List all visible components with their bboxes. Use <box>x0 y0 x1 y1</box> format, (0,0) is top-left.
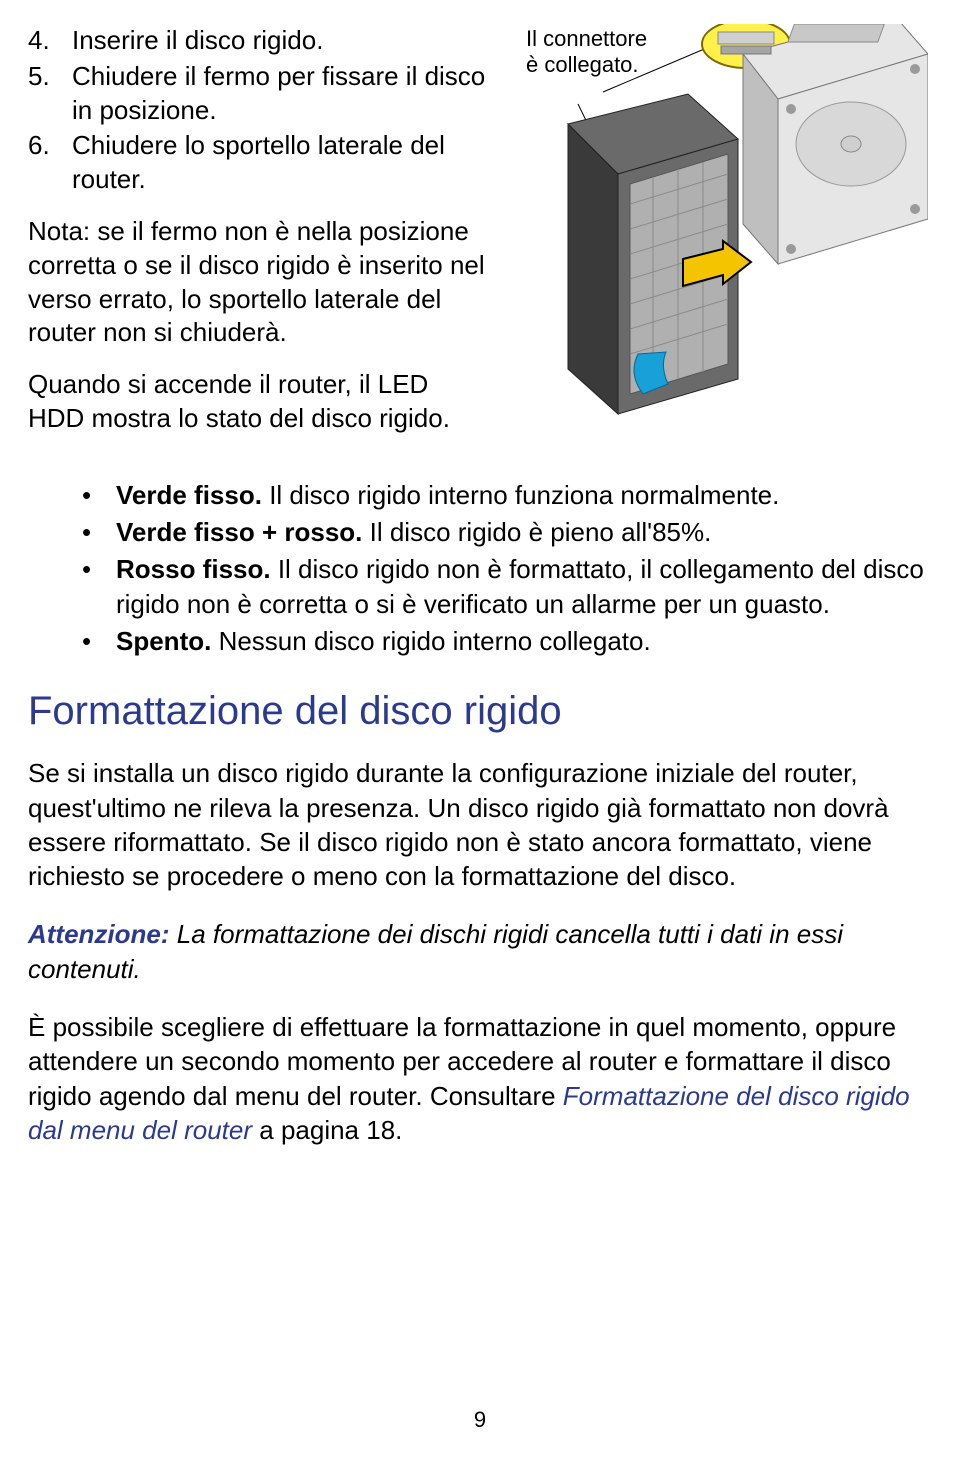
led-desc: Il disco rigido è pieno all'85%. <box>362 517 711 547</box>
final-post: a pagina 18. <box>252 1115 402 1145</box>
page-number: 9 <box>0 1407 960 1433</box>
led-label: Verde fisso + rosso. <box>116 517 362 547</box>
step-number: 6. <box>28 129 72 197</box>
led-states-list: Verde fisso. Il disco rigido interno fun… <box>82 478 932 659</box>
led-desc: Nessun disco rigido interno collegato. <box>211 626 650 656</box>
led-label: Rosso fisso. <box>116 554 271 584</box>
step-text: Inserire il disco rigido. <box>72 24 323 58</box>
led-desc: Il disco rigido interno funziona normalm… <box>262 480 779 510</box>
format-paragraph: Se si installa un disco rigido durante l… <box>28 756 932 893</box>
list-item: Spento. Nessun disco rigido interno coll… <box>82 624 932 659</box>
hdd-install-illustration <box>508 24 928 444</box>
connector-detail-icon <box>718 32 774 54</box>
led-paragraph: Quando si accende il router, il LED HDD … <box>28 368 488 436</box>
list-item: Verde fisso + rosso. Il disco rigido è p… <box>82 515 932 550</box>
step-item: 5. Chiudere il fermo per fissare il disc… <box>28 60 488 128</box>
warning-label: Attenzione: <box>28 919 170 949</box>
led-label: Spento. <box>116 626 211 656</box>
list-item: Rosso fisso. Il disco rigido non è forma… <box>82 552 932 622</box>
step-item: 6. Chiudere lo sportello laterale del ro… <box>28 129 488 197</box>
step-number: 5. <box>28 60 72 128</box>
numbered-steps: 4. Inserire il disco rigido. 5. Chiudere… <box>28 24 488 197</box>
section-heading: Formattazione del disco rigido <box>28 689 932 734</box>
warning-paragraph: Attenzione: La formattazione dei dischi … <box>28 917 932 986</box>
step-text: Chiudere il fermo per fissare il disco i… <box>72 60 488 128</box>
led-label: Verde fisso. <box>116 480 262 510</box>
step-item: 4. Inserire il disco rigido. <box>28 24 488 58</box>
illustration-svg <box>508 24 928 444</box>
final-paragraph: È possibile scegliere di effettuare la f… <box>28 1010 932 1147</box>
step-number: 4. <box>28 24 72 58</box>
list-item: Verde fisso. Il disco rigido interno fun… <box>82 478 932 513</box>
hdd-drive-icon <box>743 24 928 264</box>
note-paragraph: Nota: se il fermo non è nella posizione … <box>28 215 488 350</box>
step-text: Chiudere lo sportello laterale del route… <box>72 129 488 197</box>
